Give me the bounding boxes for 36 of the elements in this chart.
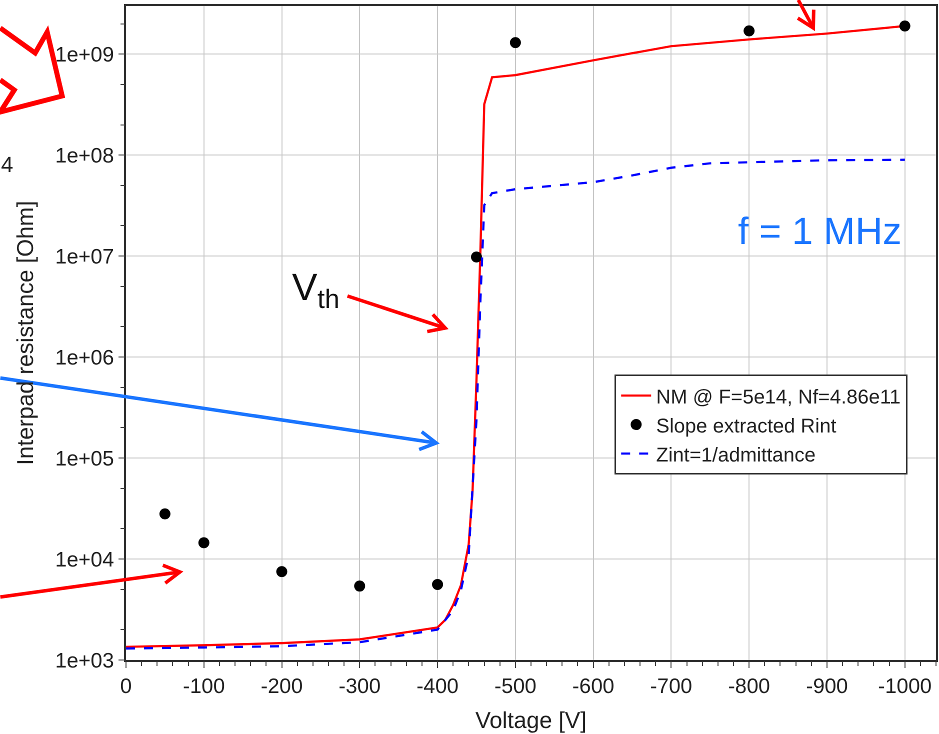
x-tick-label: -600 bbox=[572, 674, 614, 698]
y-tick-label: 1e+08 bbox=[55, 144, 114, 168]
annotation: f = 1 MHz bbox=[738, 211, 902, 253]
point bbox=[899, 20, 910, 32]
x-tick-label: -900 bbox=[806, 674, 848, 698]
x-tick-label: -500 bbox=[494, 674, 536, 698]
y-tick-label: 1e+09 bbox=[55, 44, 114, 67]
x-tick-label: -100 bbox=[182, 674, 225, 698]
line-series bbox=[126, 158, 906, 650]
point bbox=[159, 508, 170, 520]
x-tick-label: -1000 bbox=[878, 674, 932, 698]
y-tick-label: 1e+06 bbox=[55, 346, 114, 370]
point bbox=[510, 37, 521, 48]
point bbox=[432, 578, 444, 590]
point bbox=[198, 537, 210, 548]
x-tick-label: -300 bbox=[338, 674, 381, 698]
legend-label: Zint=1/admittance bbox=[656, 444, 816, 466]
y-axis-title: Interpad resistance [Ohm] bbox=[12, 200, 38, 466]
x-tick-label: -200 bbox=[260, 674, 303, 698]
text: 4 bbox=[1, 152, 14, 177]
x-axis-title: Voltage [V] bbox=[475, 707, 587, 734]
y-tick-label: 1e+07 bbox=[55, 245, 114, 268]
point bbox=[470, 252, 482, 262]
point bbox=[354, 580, 366, 592]
x-tick-label: -700 bbox=[650, 674, 692, 698]
legend-label: Slope extracted Rint bbox=[656, 415, 837, 438]
y-tick-label: 1e+03 bbox=[55, 649, 114, 672]
x-tick-label: 0 bbox=[120, 674, 132, 698]
legend-label: NM @ F=5e14, Nf=4.86e11 bbox=[656, 386, 901, 408]
y-tick-label: 1e+04 bbox=[55, 548, 114, 572]
point bbox=[276, 566, 288, 578]
x-tick-label: -800 bbox=[728, 674, 770, 698]
annotation: V$_{th}$ bbox=[292, 267, 340, 314]
x-tick-label: -400 bbox=[416, 674, 459, 698]
y-tick-label: 1e+05 bbox=[55, 447, 114, 470]
point bbox=[744, 25, 755, 36]
